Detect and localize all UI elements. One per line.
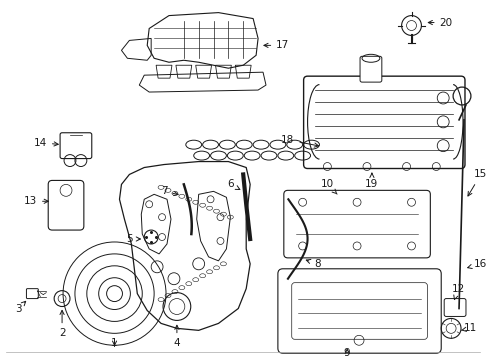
Text: 5: 5 [126, 234, 140, 244]
Text: 6: 6 [226, 179, 239, 189]
Text: 15: 15 [467, 170, 487, 196]
Text: 10: 10 [320, 179, 336, 194]
FancyBboxPatch shape [283, 190, 429, 258]
Text: 4: 4 [173, 325, 180, 348]
FancyBboxPatch shape [26, 289, 38, 298]
Text: 2: 2 [59, 310, 65, 338]
FancyBboxPatch shape [48, 180, 83, 230]
Text: 18: 18 [281, 135, 318, 147]
Text: 16: 16 [467, 259, 487, 269]
Text: 13: 13 [24, 196, 48, 206]
FancyBboxPatch shape [443, 298, 465, 316]
FancyBboxPatch shape [303, 76, 464, 168]
Text: 8: 8 [305, 259, 320, 269]
Text: 3: 3 [15, 301, 25, 314]
Text: 20: 20 [427, 18, 452, 27]
Text: 19: 19 [365, 173, 378, 189]
Text: 14: 14 [34, 138, 58, 148]
Text: 7: 7 [161, 186, 178, 196]
Text: 12: 12 [450, 284, 464, 300]
Text: 17: 17 [264, 40, 289, 50]
FancyBboxPatch shape [60, 133, 92, 158]
Text: 9: 9 [343, 348, 350, 358]
FancyBboxPatch shape [277, 269, 440, 353]
Text: 11: 11 [461, 323, 477, 333]
Text: 1: 1 [111, 338, 118, 348]
FancyBboxPatch shape [359, 56, 381, 82]
